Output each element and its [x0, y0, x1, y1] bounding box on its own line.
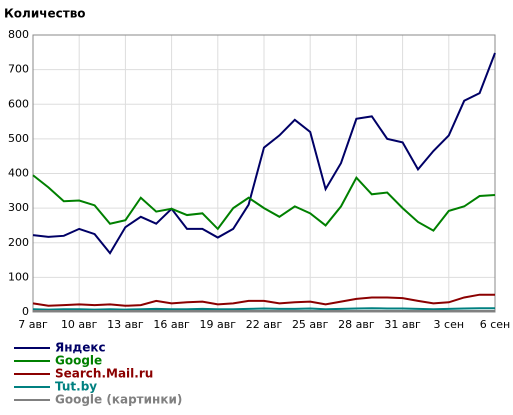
y-tick-label: 200	[8, 236, 29, 249]
x-tick-label: 13 авг	[107, 318, 144, 331]
legend-label: Tut.by	[55, 380, 97, 394]
x-tick-label: 3 сен	[434, 318, 465, 331]
y-tick-label: 100	[8, 270, 29, 283]
x-tick-label: 16 авг	[153, 318, 190, 331]
y-tick-label: 500	[8, 132, 29, 145]
x-tick-label: 28 авг	[338, 318, 375, 331]
y-tick-label: 300	[8, 201, 29, 214]
y-tick-label: 700	[8, 63, 29, 76]
chart-title: Количество	[4, 7, 86, 21]
legend-label: Search.Mail.ru	[55, 367, 153, 381]
series-line	[32, 307, 495, 311]
legend-label: Яндекс	[55, 341, 106, 355]
plot-frame	[32, 34, 496, 313]
x-tick-label: 6 сен	[480, 318, 511, 331]
legend-label: Google (картинки)	[55, 393, 182, 407]
y-tick-label: 600	[8, 97, 29, 110]
legend-label: Google	[55, 354, 102, 368]
y-tick-label: 400	[8, 167, 29, 180]
series-line	[32, 52, 496, 255]
x-tick-label: 19 авг	[200, 318, 237, 331]
series-line	[32, 293, 495, 307]
x-tick-label: 22 авг	[246, 318, 283, 331]
x-tick-label: 25 авг	[292, 318, 329, 331]
y-tick-label: 800	[8, 28, 29, 41]
x-tick-label: 7 авг	[18, 318, 48, 331]
x-tick-label: 10 авг	[61, 318, 98, 331]
x-tick-label: 31 авг	[384, 318, 421, 331]
series-line	[32, 174, 496, 232]
y-tick-label: 0	[22, 305, 29, 318]
